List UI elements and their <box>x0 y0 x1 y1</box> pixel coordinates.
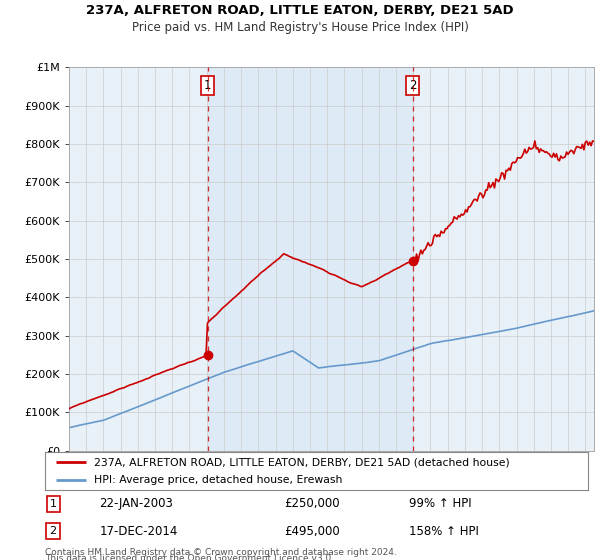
Text: 99% ↑ HPI: 99% ↑ HPI <box>409 497 472 510</box>
Text: This data is licensed under the Open Government Licence v3.0.: This data is licensed under the Open Gov… <box>45 554 334 560</box>
Text: 237A, ALFRETON ROAD, LITTLE EATON, DERBY, DE21 5AD (detached house): 237A, ALFRETON ROAD, LITTLE EATON, DERBY… <box>94 457 509 467</box>
Text: HPI: Average price, detached house, Erewash: HPI: Average price, detached house, Erew… <box>94 475 342 485</box>
Text: 158% ↑ HPI: 158% ↑ HPI <box>409 525 479 538</box>
Bar <box>208 67 413 451</box>
Text: 1: 1 <box>204 79 211 92</box>
Text: 2: 2 <box>50 526 57 536</box>
Text: 1: 1 <box>50 499 56 508</box>
Text: £495,000: £495,000 <box>284 525 340 538</box>
Text: 17-DEC-2014: 17-DEC-2014 <box>100 525 178 538</box>
Text: 2: 2 <box>409 79 416 92</box>
Text: £250,000: £250,000 <box>284 497 340 510</box>
Text: 22-JAN-2003: 22-JAN-2003 <box>100 497 173 510</box>
Text: Price paid vs. HM Land Registry's House Price Index (HPI): Price paid vs. HM Land Registry's House … <box>131 21 469 34</box>
Text: 237A, ALFRETON ROAD, LITTLE EATON, DERBY, DE21 5AD: 237A, ALFRETON ROAD, LITTLE EATON, DERBY… <box>86 4 514 17</box>
Text: Contains HM Land Registry data © Crown copyright and database right 2024.: Contains HM Land Registry data © Crown c… <box>45 548 397 557</box>
